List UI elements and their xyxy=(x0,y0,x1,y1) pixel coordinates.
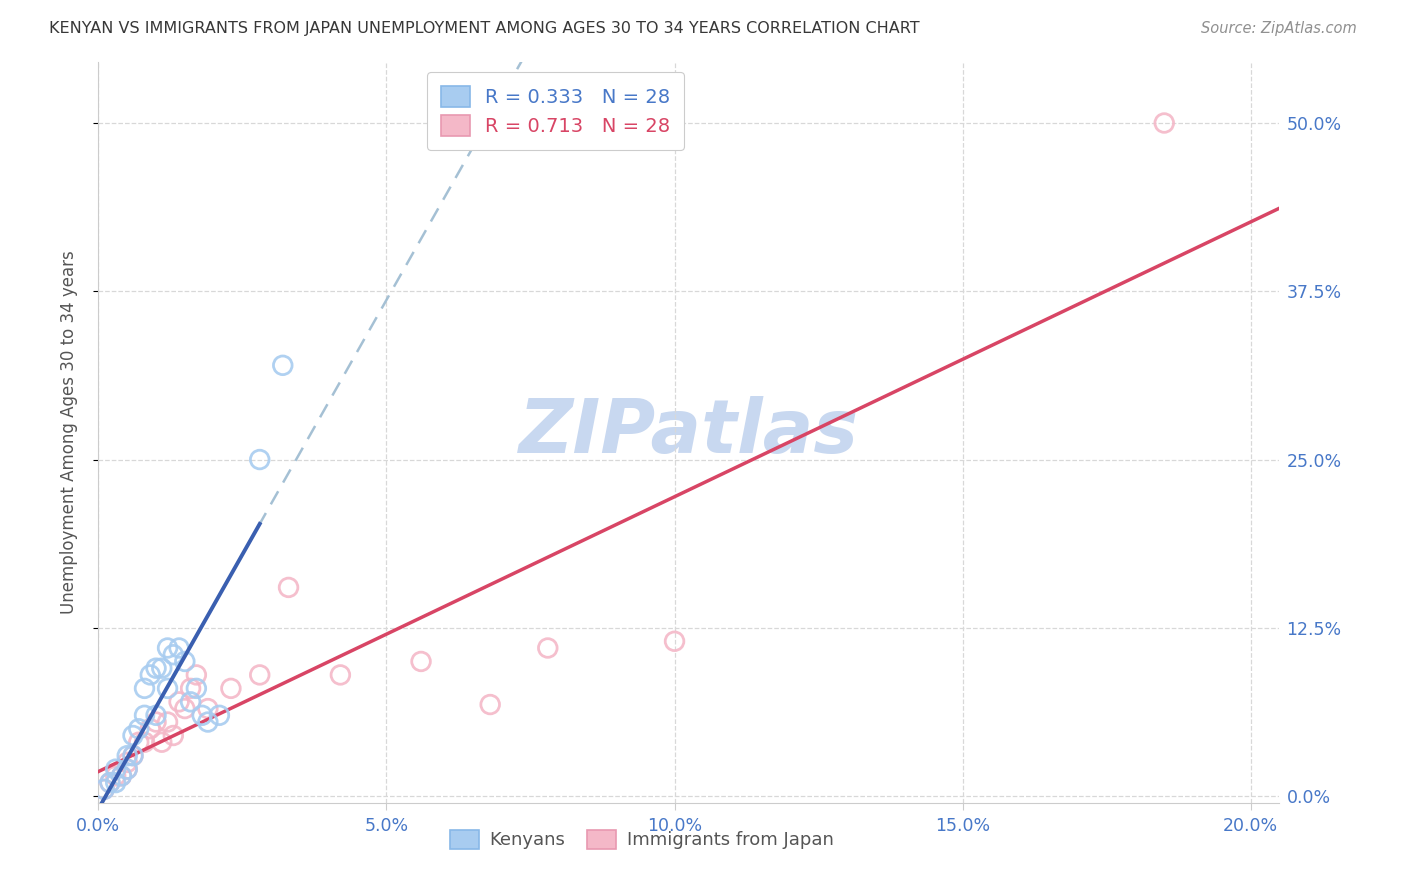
Point xyxy=(122,748,145,763)
Point xyxy=(122,748,145,763)
Point xyxy=(128,722,150,736)
Point xyxy=(156,714,179,729)
Point xyxy=(145,714,167,729)
Point xyxy=(173,655,195,669)
Point xyxy=(150,735,173,749)
Text: Source: ZipAtlas.com: Source: ZipAtlas.com xyxy=(1201,21,1357,37)
Point xyxy=(249,668,271,682)
Point xyxy=(110,769,132,783)
Point xyxy=(249,452,271,467)
Point xyxy=(208,708,231,723)
Point xyxy=(162,729,184,743)
Point xyxy=(156,681,179,696)
Point xyxy=(167,695,190,709)
Point xyxy=(156,640,179,655)
Y-axis label: Unemployment Among Ages 30 to 34 years: Unemployment Among Ages 30 to 34 years xyxy=(59,251,77,615)
Legend: Kenyans, Immigrants from Japan: Kenyans, Immigrants from Japan xyxy=(443,822,841,856)
Point xyxy=(329,668,352,682)
Point xyxy=(93,782,115,797)
Point xyxy=(167,640,190,655)
Point xyxy=(145,661,167,675)
Point xyxy=(98,775,121,789)
Point xyxy=(134,735,156,749)
Point xyxy=(110,769,132,783)
Point xyxy=(134,708,156,723)
Point xyxy=(104,762,127,776)
Point xyxy=(219,681,242,696)
Point xyxy=(115,748,138,763)
Point xyxy=(134,681,156,696)
Point xyxy=(145,708,167,723)
Point xyxy=(1153,116,1175,130)
Point xyxy=(537,640,560,655)
Point xyxy=(664,634,686,648)
Point xyxy=(180,681,202,696)
Point xyxy=(271,359,294,373)
Point xyxy=(180,695,202,709)
Point xyxy=(277,581,299,595)
Text: ZIPatlas: ZIPatlas xyxy=(519,396,859,469)
Point xyxy=(479,698,502,712)
Point xyxy=(409,655,432,669)
Point xyxy=(173,701,195,715)
Point xyxy=(186,668,208,682)
Point xyxy=(93,782,115,797)
Point xyxy=(115,756,138,770)
Point xyxy=(115,762,138,776)
Point xyxy=(115,762,138,776)
Point xyxy=(197,714,219,729)
Point xyxy=(162,648,184,662)
Point xyxy=(128,735,150,749)
Point xyxy=(150,661,173,675)
Point xyxy=(197,701,219,715)
Point xyxy=(104,775,127,789)
Point xyxy=(122,729,145,743)
Point xyxy=(139,668,162,682)
Point xyxy=(186,681,208,696)
Text: KENYAN VS IMMIGRANTS FROM JAPAN UNEMPLOYMENT AMONG AGES 30 TO 34 YEARS CORRELATI: KENYAN VS IMMIGRANTS FROM JAPAN UNEMPLOY… xyxy=(49,21,920,37)
Point xyxy=(191,708,214,723)
Point xyxy=(139,722,162,736)
Point xyxy=(104,769,127,783)
Point xyxy=(98,775,121,789)
